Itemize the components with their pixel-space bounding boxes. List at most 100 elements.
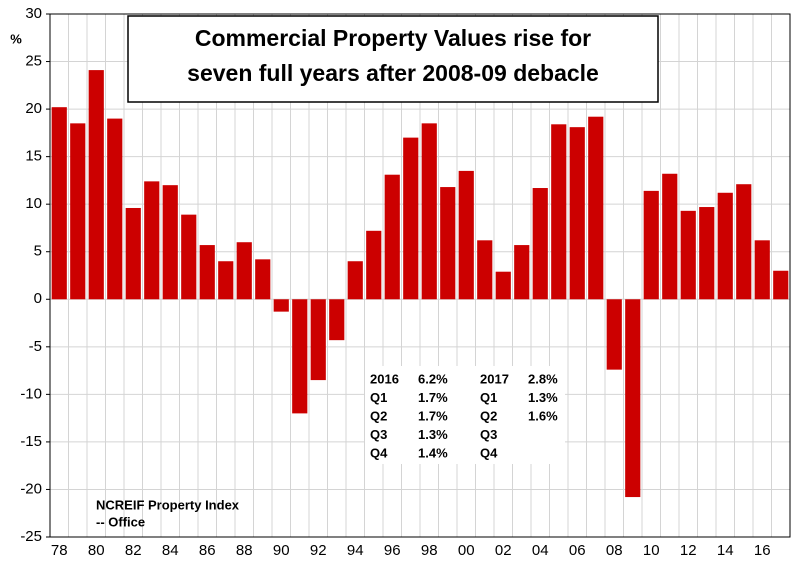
bar xyxy=(514,245,530,300)
annotation-text: Q2 xyxy=(370,408,387,423)
bar xyxy=(51,107,67,300)
y-axis-label: % xyxy=(10,31,22,46)
annotation-box xyxy=(365,366,565,464)
bars xyxy=(51,70,789,498)
annotation-text: Q3 xyxy=(370,427,387,442)
bar xyxy=(347,261,363,300)
annotation-text: Q4 xyxy=(370,445,388,460)
x-tick-label: 88 xyxy=(236,542,253,559)
y-tick-label: 25 xyxy=(25,53,42,70)
bar xyxy=(329,299,345,341)
source-note: -- Office xyxy=(96,514,145,529)
annotation: 2016 6.2% Q1 1.7% Q2 1.7% Q3 1.3% Q4 1.4% 2017 2.8%… xyxy=(370,371,558,460)
y-tick-label: -25 xyxy=(20,528,42,545)
x-tick-label: 78 xyxy=(51,542,68,559)
annotation-text: 2.8% xyxy=(528,371,558,386)
bar xyxy=(643,190,659,300)
y-tick-label: 10 xyxy=(25,195,42,212)
x-tick-label: 80 xyxy=(88,542,105,559)
x-tick-label: 98 xyxy=(421,542,438,559)
annotation-text: Q2 xyxy=(480,408,497,423)
bar xyxy=(199,245,215,300)
x-tick-label: 04 xyxy=(532,542,549,559)
x-tick-label: 08 xyxy=(606,542,623,559)
annotation-text: Q3 xyxy=(480,427,497,442)
bar xyxy=(255,259,271,300)
y-tick-label: -5 xyxy=(29,338,42,355)
y-tick-label: 30 xyxy=(25,5,42,22)
x-tick-label: 84 xyxy=(162,542,179,559)
annotation-text: 1.7% xyxy=(418,390,448,405)
annotation-text: Q1 xyxy=(480,390,497,405)
bar xyxy=(662,173,678,300)
bar xyxy=(181,214,197,300)
x-tick-label: 14 xyxy=(717,542,734,559)
bar xyxy=(717,192,733,300)
bar xyxy=(625,299,641,498)
x-tick-label: 10 xyxy=(643,542,660,559)
x-tick-label: 12 xyxy=(680,542,697,559)
x-tick-label: 16 xyxy=(754,542,771,559)
bar xyxy=(588,116,604,300)
x-tick-label: 82 xyxy=(125,542,142,559)
bar xyxy=(403,137,419,300)
x-tick-label: 92 xyxy=(310,542,327,559)
annotation-text: 1.7% xyxy=(418,408,448,423)
annotation-text: 1.3% xyxy=(418,427,448,442)
bar xyxy=(292,299,308,414)
annotation-text: 1.6% xyxy=(528,408,558,423)
source-note: NCREIF Property Index xyxy=(96,497,240,512)
title-box xyxy=(127,15,659,103)
y-tick-label: -10 xyxy=(20,385,42,402)
bar xyxy=(366,230,382,300)
bar xyxy=(754,240,770,300)
bar xyxy=(569,127,585,300)
bar xyxy=(218,261,234,300)
y-tick-label: 20 xyxy=(25,100,42,117)
bar xyxy=(477,240,493,300)
x-tick-label: 96 xyxy=(384,542,401,559)
annotation-text: 2017 xyxy=(480,371,509,386)
y-tick-label: -15 xyxy=(20,433,42,450)
x-tick-label: 90 xyxy=(273,542,290,559)
bar xyxy=(421,123,437,300)
bar xyxy=(736,184,752,300)
bar xyxy=(88,70,104,300)
annotation-text: 2016 xyxy=(370,371,399,386)
bar xyxy=(310,299,326,381)
bar xyxy=(680,210,696,300)
bar xyxy=(384,174,400,300)
annotation-text: 1.3% xyxy=(528,390,558,405)
annotation-text: 6.2% xyxy=(418,371,448,386)
bar xyxy=(107,118,123,300)
bar xyxy=(773,270,789,300)
y-tick-label: 5 xyxy=(34,243,42,260)
bar xyxy=(162,185,178,300)
bar xyxy=(551,124,567,300)
y-tick-label: -20 xyxy=(20,480,42,497)
annotation-text: 1.4% xyxy=(418,445,448,460)
bar xyxy=(125,207,141,300)
annotation-text: Q4 xyxy=(480,445,498,460)
annotation-text: Q1 xyxy=(370,390,387,405)
bar xyxy=(236,242,252,300)
bar xyxy=(458,170,474,300)
bar xyxy=(606,299,622,370)
bar xyxy=(495,271,511,300)
y-tick-label: 0 xyxy=(34,290,42,307)
bar xyxy=(532,188,548,300)
plot-frame xyxy=(49,13,791,538)
x-tick-label: 94 xyxy=(347,542,364,559)
chart-title: Commercial Property Values rise for xyxy=(195,25,591,51)
x-tick-label: 06 xyxy=(569,542,586,559)
bar xyxy=(440,187,456,300)
chart-title: seven full years after 2008-09 debacle xyxy=(187,60,599,86)
x-tick-label: 86 xyxy=(199,542,216,559)
bar xyxy=(699,207,715,300)
bar xyxy=(273,299,289,312)
bar xyxy=(70,123,86,300)
x-tick-label: 02 xyxy=(495,542,512,559)
y-tick-label: 15 xyxy=(25,148,42,165)
x-tick-label: 00 xyxy=(458,542,475,559)
